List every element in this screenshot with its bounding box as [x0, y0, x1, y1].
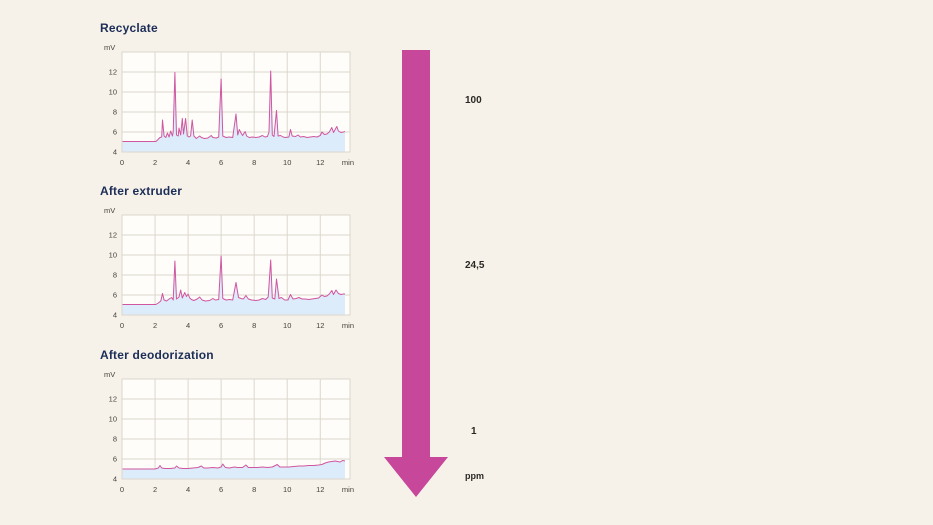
svg-text:mV: mV	[104, 370, 115, 379]
svg-text:6: 6	[219, 321, 223, 330]
svg-text:2: 2	[153, 485, 157, 494]
chromatogram-after-extruder: mV 4 6 8 10 12 0 2 4 6 8 10 12 min	[104, 206, 354, 330]
svg-text:12: 12	[109, 231, 117, 240]
svg-text:10: 10	[283, 321, 291, 330]
svg-text:10: 10	[109, 251, 117, 260]
svg-text:min: min	[342, 485, 354, 494]
svg-text:2: 2	[153, 321, 157, 330]
svg-text:12: 12	[109, 68, 117, 77]
svg-text:0: 0	[120, 485, 124, 494]
svg-text:8: 8	[252, 321, 256, 330]
concentration-value-middle: 24,5	[465, 260, 485, 271]
chart-section-recyclate: Recyclate mV 4 6 8 10 12 0 2 4 6 8 10 12 min	[100, 20, 365, 175]
concentration-value-bottom: 1	[471, 426, 477, 437]
svg-text:12: 12	[316, 485, 324, 494]
svg-text:4: 4	[186, 158, 190, 167]
chart-section-after-deodorization: After deodorization mV 4 6 8 10 12 0 2 4 6 8 10 12 mi…	[100, 347, 365, 502]
chromatogram-recyclate: mV 4 6 8 10 12 0 2 4 6 8 10 12 min	[104, 43, 354, 167]
svg-text:8: 8	[113, 271, 117, 280]
chart-section-after-extruder: After extruder mV 4 6 8 10 12 0 2 4 6 8 10 12 min	[100, 183, 365, 338]
svg-text:4: 4	[113, 148, 117, 157]
svg-text:min: min	[342, 158, 354, 167]
svg-text:6: 6	[113, 128, 117, 137]
svg-text:4: 4	[113, 311, 117, 320]
svg-text:8: 8	[252, 158, 256, 167]
svg-text:10: 10	[109, 88, 117, 97]
svg-text:mV: mV	[104, 43, 115, 52]
chart-title-after-deodorization: After deodorization	[100, 348, 214, 362]
svg-text:4: 4	[186, 485, 190, 494]
concentration-value-top: 100	[465, 95, 482, 106]
svg-text:10: 10	[283, 158, 291, 167]
chart-title-recyclate: Recyclate	[100, 21, 158, 35]
svg-text:10: 10	[109, 415, 117, 424]
svg-text:0: 0	[120, 321, 124, 330]
chart-title-after-extruder: After extruder	[100, 184, 183, 198]
svg-text:8: 8	[252, 485, 256, 494]
down-arrow-icon	[384, 50, 448, 497]
chromatogram-after-deodorization: mV 4 6 8 10 12 0 2 4 6 8 10 12 min	[104, 370, 354, 494]
svg-text:mV: mV	[104, 206, 115, 215]
svg-text:0: 0	[120, 158, 124, 167]
svg-text:12: 12	[109, 395, 117, 404]
svg-text:6: 6	[219, 485, 223, 494]
svg-text:6: 6	[219, 158, 223, 167]
svg-text:8: 8	[113, 435, 117, 444]
svg-text:6: 6	[113, 455, 117, 464]
svg-text:2: 2	[153, 158, 157, 167]
svg-text:4: 4	[113, 475, 117, 484]
down-arrow-shape	[384, 50, 448, 497]
concentration-unit: ppm	[465, 471, 484, 481]
svg-text:min: min	[342, 321, 354, 330]
svg-text:12: 12	[316, 158, 324, 167]
svg-text:10: 10	[283, 485, 291, 494]
svg-text:8: 8	[113, 108, 117, 117]
svg-text:4: 4	[186, 321, 190, 330]
svg-text:12: 12	[316, 321, 324, 330]
svg-text:6: 6	[113, 291, 117, 300]
